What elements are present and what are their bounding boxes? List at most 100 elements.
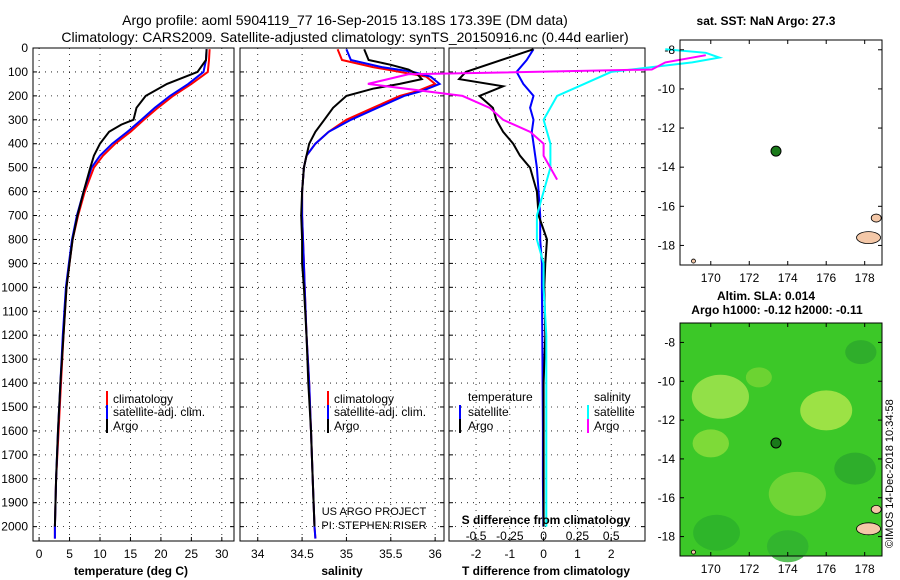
depth-tick-label: 1800	[1, 472, 28, 486]
lon-tick-label: 174	[778, 271, 798, 285]
legend-label-s-argo: Argo	[594, 419, 620, 433]
salinity-legend: climatology satellite-adj. clim. Argo	[327, 391, 426, 433]
legend-label-climatology: climatology	[113, 392, 173, 406]
legend-title-temperature: temperature	[468, 390, 533, 404]
depth-tick-label: 1000	[1, 280, 28, 294]
sla-map: 170 172 174 176 178 -8 -10 -12 -14 -16 -18	[658, 322, 883, 576]
map-frame	[679, 322, 883, 557]
s-tick-label: 0.25	[566, 529, 590, 543]
argo-location-marker	[770, 437, 782, 449]
salinity-panel: 34 34.5 35 35.5 36	[239, 47, 445, 561]
s-tick-label: 0	[540, 529, 547, 543]
s-difference-ticks: -0.5 -0.25 0 0.25 0.5	[466, 529, 620, 543]
series-line-t-satellite	[515, 48, 545, 527]
legend-label-satellite: satellite-adj. clim.	[113, 405, 205, 419]
x-tick-label: 35	[340, 547, 354, 561]
lat-tick-label: -12	[658, 413, 676, 427]
depth-tick-label: 1900	[1, 496, 28, 510]
legend-label-argo: Argo	[334, 419, 360, 433]
sla-anomaly-patch	[800, 390, 853, 431]
series-line-climatology	[53, 49, 211, 539]
sla-anomaly-patch	[834, 452, 876, 485]
x-tick-label: 0	[36, 547, 43, 561]
lat-tick-label: -14	[658, 160, 676, 174]
lat-tick-label: -8	[664, 43, 675, 57]
depth-tick-label: 200	[8, 89, 28, 103]
depth-tick-label: 2000	[1, 520, 28, 534]
series-line-argo	[300, 48, 424, 527]
depth-tick-label: 1300	[1, 352, 28, 366]
sla-anomaly-patch	[691, 374, 750, 419]
land-island	[691, 549, 696, 555]
depth-tick-label: 1500	[1, 400, 28, 414]
panel-frame	[32, 47, 235, 542]
lat-tick-label: -10	[658, 82, 676, 96]
depth-tick-label: 100	[8, 65, 28, 79]
sla-map-title-2: Argo h1000: -0.12 h2000: -0.11	[691, 303, 863, 317]
land-island	[856, 522, 881, 536]
temperature-legend: climatology satellite-adj. clim. Argo	[106, 391, 205, 433]
land-island	[691, 258, 696, 264]
sla-anomaly-patch	[692, 429, 729, 458]
depth-axis: 0 100 200 300 400 500 600 700 800 900 1000 1100 1200…	[1, 41, 28, 534]
map-frame	[679, 39, 883, 266]
difference-legend: temperature satellite Argo salinity sate…	[459, 390, 635, 433]
legend-label-satellite: satellite-adj. clim.	[334, 405, 426, 419]
depth-tick-label: 800	[8, 232, 28, 246]
difference-xlabel: T difference from climatology	[462, 564, 630, 578]
x-tick-label: -1	[504, 547, 515, 561]
legend-label-argo: Argo	[113, 419, 139, 433]
lon-tick-label: 178	[855, 562, 875, 576]
depth-tick-label: 1400	[1, 376, 28, 390]
land-island	[856, 231, 881, 245]
s-tick-label: -0.25	[496, 529, 524, 543]
lon-tick-label: 170	[701, 562, 721, 576]
x-tick-label: 34	[251, 547, 265, 561]
salinity-xlabel: salinity	[321, 564, 363, 578]
lon-tick-label: 172	[739, 271, 759, 285]
land-island	[870, 504, 882, 514]
depth-tick-label: 600	[8, 185, 28, 199]
series-line-satellite-adj-clim-	[53, 49, 208, 539]
imos-credit: ©IMOS 14-Dec-2018 10:34:58	[884, 399, 896, 548]
temperature-xlabel: temperature (deg C)	[74, 564, 188, 578]
lat-tick-label: -12	[658, 121, 676, 135]
lon-tick-label: 172	[739, 562, 759, 576]
depth-tick-label: 500	[8, 161, 28, 175]
s-tick-label: -0.5	[466, 529, 487, 543]
series-line-argo	[53, 49, 208, 527]
x-tick-label: 1	[574, 547, 581, 561]
depth-tick-label: 1700	[1, 448, 28, 462]
temperature-panel: 0 5 10 15 20 25 30	[32, 47, 235, 561]
depth-tick-label: 700	[8, 209, 28, 223]
x-tick-label: 34.5	[290, 547, 314, 561]
sla-anomaly-patch	[693, 514, 740, 551]
legend-label-climatology: climatology	[334, 392, 394, 406]
series-line-t-argo	[457, 48, 549, 527]
x-tick-label: 30	[215, 547, 229, 561]
lat-tick-label: -16	[658, 199, 676, 213]
legend-label-t-argo: Argo	[468, 419, 494, 433]
depth-tick-label: 1600	[1, 424, 28, 438]
credit-pi: PI: STEPHEN RISER	[321, 520, 426, 532]
lon-tick-label: 174	[778, 562, 798, 576]
s-tick-label: 0.5	[603, 529, 620, 543]
argo-location-marker	[770, 145, 782, 157]
series-line-s-argo	[367, 54, 706, 181]
difference-panel: -2 -1 0 1 2	[367, 47, 724, 561]
sst-map-title: sat. SST: NaN Argo: 27.3	[697, 14, 836, 28]
lat-tick-label: -14	[658, 452, 676, 466]
legend-label-s-satellite: satellite	[594, 405, 635, 419]
x-tick-label: 36	[428, 547, 442, 561]
lon-tick-label: 176	[816, 562, 836, 576]
x-tick-label: 15	[124, 547, 138, 561]
lat-tick-label: -18	[658, 238, 676, 252]
credit-project: US ARGO PROJECT	[322, 506, 427, 518]
land-island	[870, 213, 882, 223]
sla-anomaly-patch	[845, 340, 877, 365]
x-tick-label: 20	[154, 547, 168, 561]
legend-label-t-satellite: satellite	[468, 405, 509, 419]
x-tick-label: 10	[93, 547, 107, 561]
sla-anomaly-patch	[766, 530, 809, 563]
